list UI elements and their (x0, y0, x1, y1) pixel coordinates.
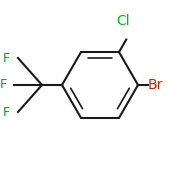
Text: Cl: Cl (116, 14, 130, 28)
Text: Br: Br (148, 78, 163, 92)
Text: F: F (3, 105, 10, 118)
Text: F: F (0, 78, 7, 91)
Text: F: F (3, 51, 10, 64)
